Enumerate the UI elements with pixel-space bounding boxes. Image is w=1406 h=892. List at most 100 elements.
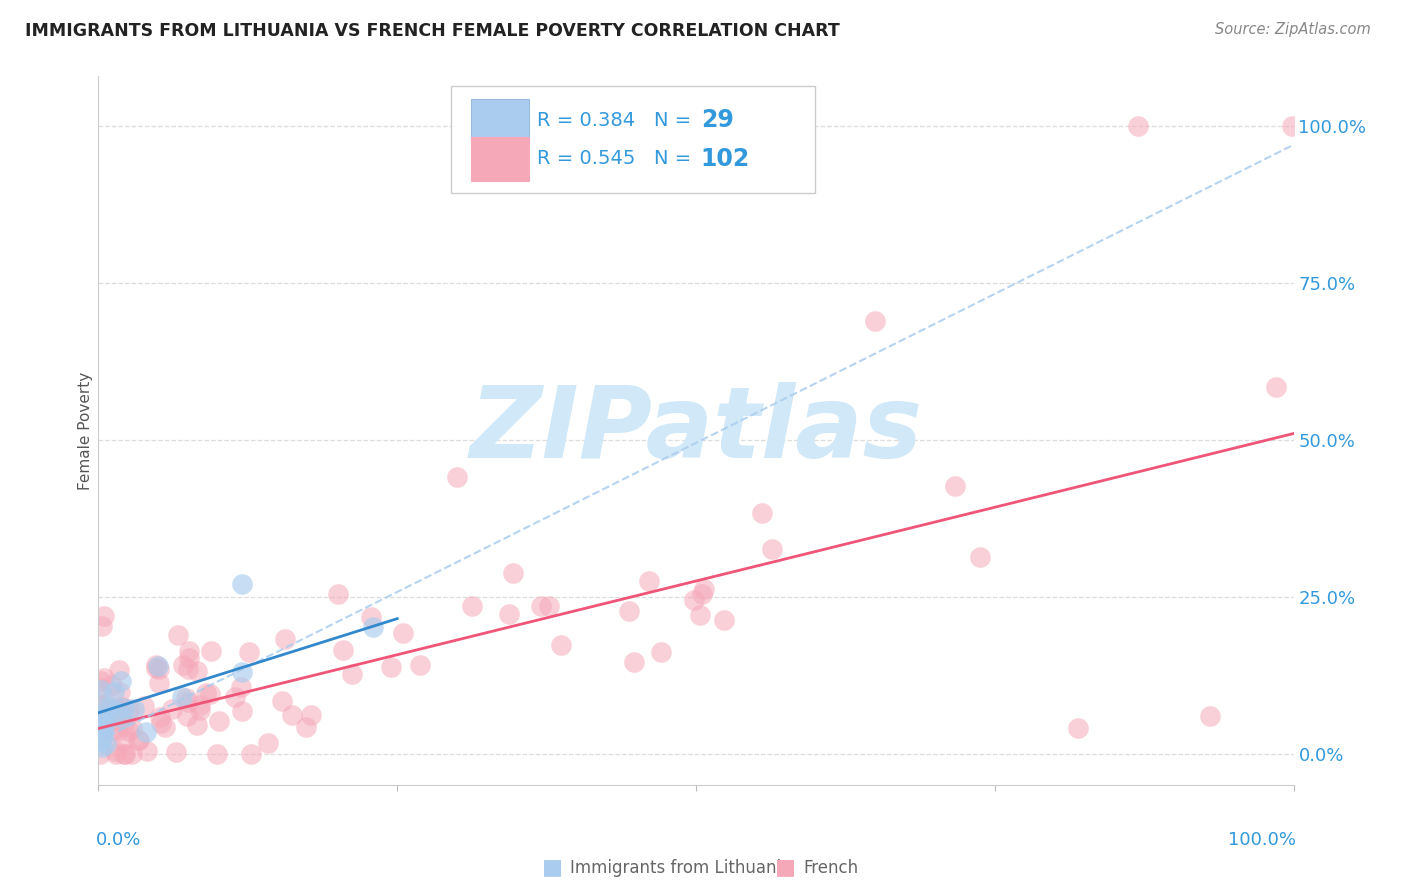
Point	[90, 728, 112, 742]
Point	[89, 698, 111, 712]
Point	[90, 673, 112, 688]
Point	[90, 683, 112, 698]
Point	[121, 722, 143, 736]
Point	[93, 710, 115, 724]
Point	[637, 574, 659, 589]
Point	[190, 703, 212, 717]
Point	[135, 725, 157, 739]
Point	[270, 693, 292, 707]
Point	[761, 541, 783, 556]
Point	[231, 665, 253, 679]
Point	[689, 607, 711, 622]
Point	[103, 685, 125, 699]
Point	[280, 708, 302, 723]
Point	[104, 714, 127, 728]
Text: ■: ■	[543, 857, 562, 877]
Point	[186, 718, 208, 732]
Point	[409, 657, 432, 672]
Point	[94, 737, 117, 751]
Point	[257, 736, 280, 750]
Point	[177, 662, 200, 676]
Point	[148, 676, 170, 690]
Point	[174, 690, 197, 705]
Point	[200, 644, 222, 658]
Point	[392, 625, 415, 640]
Point	[340, 666, 363, 681]
Point	[112, 717, 135, 731]
Point	[112, 747, 135, 761]
Text: IMMIGRANTS FROM LITHUANIA VS FRENCH FEMALE POVERTY CORRELATION CHART: IMMIGRANTS FROM LITHUANIA VS FRENCH FEMA…	[25, 22, 839, 40]
Point	[117, 708, 139, 723]
Text: French: French	[804, 859, 859, 877]
Point	[94, 702, 117, 716]
Point	[229, 681, 252, 695]
Point	[89, 681, 111, 695]
Point	[969, 550, 991, 565]
Point	[98, 700, 121, 714]
Point	[101, 678, 124, 692]
Point	[360, 610, 382, 624]
Text: Source: ZipAtlas.com: Source: ZipAtlas.com	[1215, 22, 1371, 37]
Point	[751, 506, 773, 520]
Text: R = 0.545: R = 0.545	[537, 149, 636, 169]
Point	[176, 708, 198, 723]
Point	[121, 747, 143, 761]
Point	[127, 733, 149, 747]
Point	[446, 470, 468, 484]
Point	[111, 700, 134, 714]
Point	[105, 723, 128, 738]
Point	[114, 747, 136, 761]
Point	[153, 721, 176, 735]
Point	[167, 628, 190, 642]
Point	[239, 747, 262, 761]
Point	[91, 740, 114, 755]
Text: 100.0%: 100.0%	[1227, 831, 1296, 849]
Point	[683, 593, 706, 607]
Point	[186, 664, 208, 678]
FancyBboxPatch shape	[471, 136, 529, 181]
Point	[623, 655, 645, 669]
Point	[107, 663, 129, 677]
Point	[112, 732, 135, 747]
Point	[498, 607, 520, 621]
Point	[101, 723, 124, 738]
Point	[502, 566, 524, 581]
Point	[160, 702, 183, 716]
Point	[118, 702, 141, 716]
Point	[208, 714, 231, 729]
Point	[537, 599, 560, 614]
Point	[108, 685, 131, 699]
Point	[91, 728, 114, 742]
Point	[328, 587, 350, 601]
Point	[165, 745, 187, 759]
Point	[149, 709, 172, 723]
Point	[1067, 722, 1090, 736]
FancyBboxPatch shape	[451, 87, 815, 193]
Point	[94, 698, 117, 712]
Point	[148, 662, 170, 676]
Point	[619, 604, 641, 618]
Point	[693, 582, 716, 596]
Point	[145, 658, 167, 673]
Point	[198, 687, 221, 701]
Point	[865, 313, 887, 327]
Point	[690, 587, 713, 601]
Point	[194, 686, 217, 700]
Point	[91, 729, 114, 743]
Point	[93, 715, 115, 730]
Point	[177, 651, 200, 665]
Point	[224, 690, 246, 705]
Text: R = 0.384: R = 0.384	[537, 111, 636, 130]
Point	[105, 704, 128, 718]
Point	[1265, 380, 1288, 394]
Point	[104, 701, 127, 715]
Point	[205, 747, 228, 761]
Point	[238, 645, 260, 659]
Point	[128, 732, 150, 747]
Point	[530, 599, 553, 614]
Point	[94, 718, 117, 732]
Point	[363, 620, 385, 634]
Point	[150, 715, 173, 730]
Point	[332, 643, 354, 657]
Point	[461, 599, 484, 613]
